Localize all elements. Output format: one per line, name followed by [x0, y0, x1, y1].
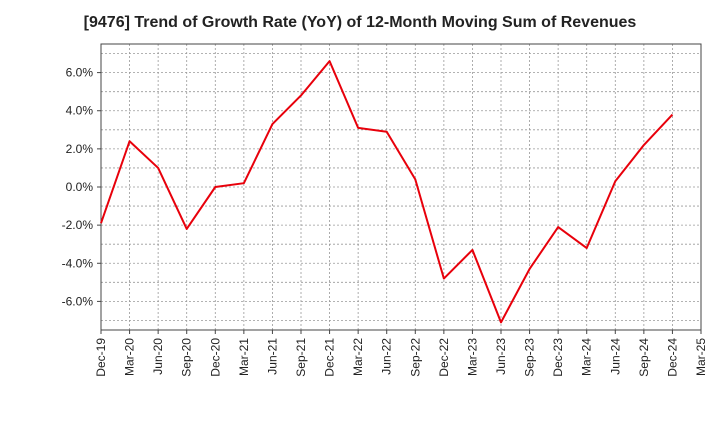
x-tick-label: Sep-22 [408, 338, 422, 377]
y-tick-label: 4.0% [66, 104, 94, 118]
y-tick-label: -4.0% [62, 256, 94, 270]
x-tick-label: Mar-24 [580, 338, 594, 376]
x-tick-label: Dec-22 [437, 338, 451, 377]
x-tick-label: Sep-23 [523, 338, 537, 377]
x-tick-label: Mar-23 [465, 338, 479, 376]
x-tick-label: Dec-19 [94, 338, 108, 377]
x-tick-label: Mar-20 [123, 338, 137, 376]
x-tick-label: Mar-21 [237, 338, 251, 376]
x-tick-label: Sep-24 [637, 338, 651, 377]
x-tick-label: Mar-22 [351, 338, 365, 376]
x-tick-label: Jun-21 [265, 338, 279, 375]
y-tick-label: -2.0% [62, 218, 94, 232]
y-tick-label: -6.0% [62, 294, 94, 308]
y-tick-label: 2.0% [66, 142, 94, 156]
x-tick-label: Dec-24 [665, 338, 679, 377]
x-tick-label: Jun-20 [151, 338, 165, 375]
x-tick-label: Sep-21 [294, 338, 308, 377]
x-tick-label: Dec-23 [551, 338, 565, 377]
x-tick-label: Sep-20 [180, 338, 194, 377]
x-tick-label: Jun-22 [380, 338, 394, 375]
x-tick-label: Mar-25 [694, 338, 708, 376]
y-tick-label: 6.0% [66, 66, 94, 80]
x-tick-label: Dec-21 [323, 338, 337, 377]
y-tick-label: 0.0% [66, 180, 94, 194]
x-tick-label: Dec-20 [208, 338, 222, 377]
chart-title: [9476] Trend of Growth Rate (YoY) of 12-… [83, 14, 637, 31]
x-tick-label: Jun-24 [608, 338, 622, 375]
x-tick-label: Jun-23 [494, 338, 508, 375]
